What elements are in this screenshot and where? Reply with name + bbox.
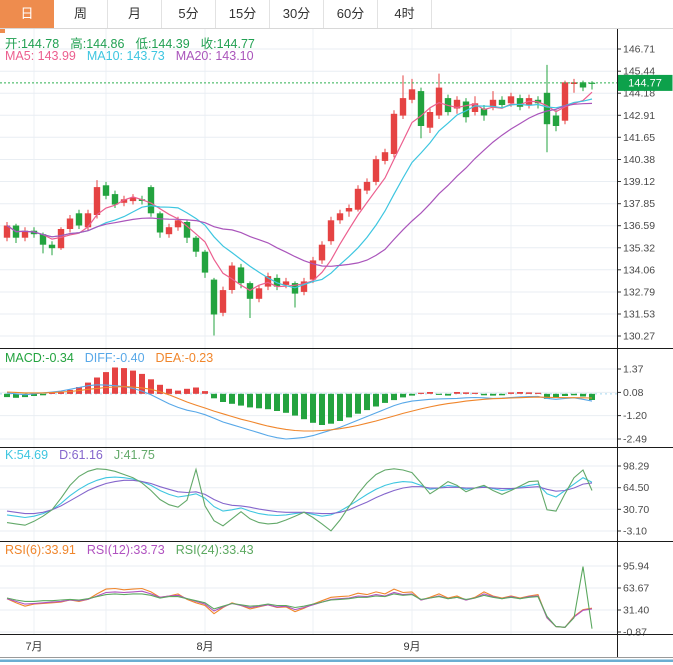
current-price-badge	[617, 74, 673, 91]
axis-label: 1.37	[623, 364, 644, 376]
axis-label: -3.10	[623, 526, 647, 538]
rsi-axis: 95.94 63.67 31.40 -0.87	[0, 561, 649, 639]
rsi12-value: RSI(12):33.73	[86, 543, 165, 557]
axis-label: 30.70	[623, 504, 649, 516]
ma20-value: MA20: 143.10	[175, 49, 254, 63]
axis-label: 98.29	[623, 461, 649, 473]
macd-histogram	[4, 367, 595, 425]
bottom-scrollbar[interactable]	[0, 659, 673, 663]
axis-label: 140.38	[623, 154, 655, 166]
kdj-info: K:54.69 D:61.16 J:41.75	[5, 448, 155, 462]
axis-label: 134.06	[623, 264, 655, 276]
axis-label: 142.91	[623, 110, 655, 122]
open-value: 开:144.78	[5, 37, 60, 51]
rsi24-value: RSI(24):33.43	[175, 543, 254, 557]
axis-label: 136.59	[623, 220, 655, 232]
tab-month[interactable]: 月	[108, 0, 162, 28]
diff-value: DIFF:-0.40	[84, 351, 145, 365]
dea-value: DEA:-0.23	[155, 351, 214, 365]
j-value: J:41.75	[113, 448, 155, 462]
axis-label: 130.27	[623, 331, 655, 343]
axis-label: 0.08	[623, 387, 644, 399]
tab-4hour[interactable]: 4时	[378, 0, 432, 28]
month-label: 9月	[403, 641, 420, 653]
month-axis: 7月 8月 9月	[25, 641, 420, 653]
ma-info: MA5: 143.99 MA10: 143.73 MA20: 143.10	[5, 49, 254, 63]
axis-label: 146.71	[623, 44, 655, 56]
low-value: 低:144.39	[135, 37, 190, 51]
month-label: 7月	[25, 641, 42, 653]
macd-value: MACD:-0.34	[5, 351, 74, 365]
ma5-line	[6, 91, 593, 292]
rsi24-line	[6, 566, 593, 629]
axis-label: 95.94	[623, 561, 649, 573]
rsi12-line	[6, 590, 593, 628]
ma10-line	[6, 98, 593, 289]
d-line	[6, 479, 593, 515]
axis-label: 145.44	[623, 66, 655, 78]
tab-week[interactable]: 周	[54, 0, 108, 28]
axis-label: 31.40	[623, 605, 649, 617]
current-price-badge-text: 144.77	[628, 78, 662, 90]
ma10-value: MA10: 143.73	[86, 49, 165, 63]
high-value: 高:144.86	[70, 37, 125, 51]
close-value: 收:144.77	[200, 37, 255, 51]
dea-line	[6, 386, 593, 432]
rsi6-value: RSI(6):33.91	[5, 543, 76, 557]
rsi6-line	[6, 587, 593, 628]
tab-60min[interactable]: 60分	[324, 0, 378, 28]
tab-5min[interactable]: 5分	[162, 0, 216, 28]
d-value: D:61.16	[59, 448, 103, 462]
rsi-info: RSI(6):33.91 RSI(12):33.73 RSI(24):33.43	[5, 543, 254, 557]
k-value: K:54.69	[5, 448, 49, 462]
month-label: 8月	[196, 641, 213, 653]
axis-label: -1.20	[623, 410, 647, 422]
axis-label: 139.12	[623, 176, 655, 188]
tab-30min[interactable]: 30分	[270, 0, 324, 28]
axis-label: 132.79	[623, 287, 655, 299]
macd-axis: 1.37 0.08 -1.20 -2.49	[0, 364, 647, 446]
macd-info: MACD:-0.34 DIFF:-0.40 DEA:-0.23	[5, 351, 213, 365]
j-line	[6, 467, 593, 532]
period-tabbar: 日 周 月 5分 15分 30分 60分 4时	[0, 0, 673, 29]
k-line	[6, 476, 593, 519]
tab-day[interactable]: 日	[0, 0, 54, 28]
axis-label: 135.32	[623, 242, 655, 254]
ma20-line	[6, 102, 593, 267]
axis-label: 131.53	[623, 309, 655, 321]
ma5-value: MA5: 143.99	[5, 49, 76, 63]
price-axis: 146.71145.44144.18142.91141.65140.38139.…	[0, 44, 655, 343]
axis-label: 137.85	[623, 198, 655, 210]
axis-label: 63.67	[623, 583, 649, 595]
axis-label: -2.49	[623, 434, 647, 446]
tab-15min[interactable]: 15分	[216, 0, 270, 28]
ohlc-info: 开:144.78 高:144.86 低:144.39 收:144.77	[5, 33, 255, 52]
axis-label: -0.87	[623, 627, 647, 639]
axis-label: 64.50	[623, 482, 649, 494]
axis-label: 141.65	[623, 132, 655, 144]
kdj-axis: 98.29 64.50 30.70 -3.10	[0, 461, 649, 538]
